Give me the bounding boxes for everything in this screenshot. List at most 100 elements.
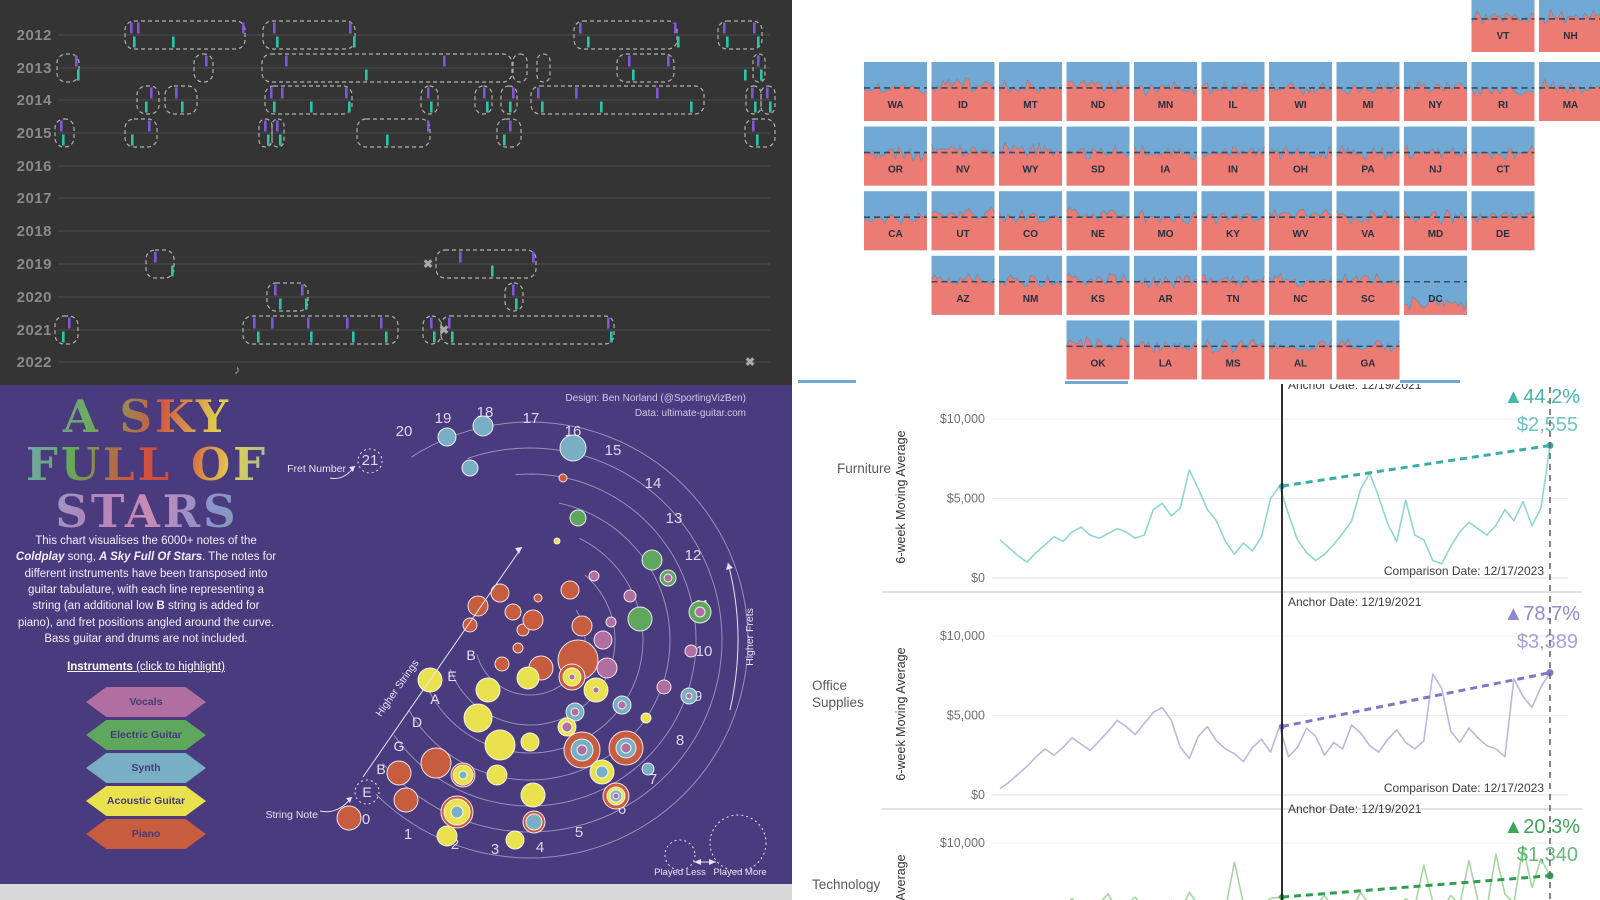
note-bubble xyxy=(595,765,609,779)
state-tile-il: IL xyxy=(1201,62,1265,121)
state-tile-nm: NM xyxy=(998,255,1063,315)
red-area xyxy=(1269,146,1332,186)
purple-tick xyxy=(427,120,430,132)
legend-item-acoustic-guitar[interactable]: Acoustic Guitar xyxy=(86,786,206,816)
state-tile-wa: WA xyxy=(863,62,928,121)
legend-item-vocals[interactable]: Vocals xyxy=(86,687,206,717)
highlight-box xyxy=(616,53,675,83)
legend-item-electric-guitar[interactable]: Electric Guitar xyxy=(86,720,206,750)
fret-number-label: 20 xyxy=(396,423,413,440)
fret-number-label: 11 xyxy=(694,597,710,614)
note-bubble xyxy=(450,762,476,788)
state-label: LA xyxy=(1159,358,1172,369)
legend-item-piano[interactable]: Piano xyxy=(86,819,206,849)
note-bubble xyxy=(452,764,474,786)
highlight-box xyxy=(54,315,79,345)
state-tile-nv: NV xyxy=(931,126,995,186)
red-area xyxy=(864,212,927,251)
teal-tick xyxy=(509,101,512,113)
string-note-letter: G xyxy=(394,738,405,754)
legend-item-label: Piano xyxy=(131,828,161,840)
note-bubble xyxy=(450,805,464,819)
note-bubble xyxy=(565,702,585,722)
legend-item-synth[interactable]: Synth xyxy=(86,753,206,783)
red-area xyxy=(999,210,1062,251)
state-tile-ga: GA xyxy=(1336,320,1400,380)
purple-tick xyxy=(274,284,277,296)
state-label: NJ xyxy=(1429,165,1442,176)
state-tile-co: CO xyxy=(998,191,1063,251)
series-line xyxy=(999,445,1551,565)
note-bubble xyxy=(486,764,508,786)
note-bubble xyxy=(475,677,501,703)
purple-tick xyxy=(130,22,133,34)
purple-tick xyxy=(427,87,430,99)
purple-tick xyxy=(150,87,153,99)
teal-tick xyxy=(171,265,174,277)
teal-tick xyxy=(757,36,760,48)
dollar-change-value: $2,555 xyxy=(1517,414,1578,436)
area-edge xyxy=(1201,81,1265,95)
note-bubble xyxy=(608,730,644,766)
red-area xyxy=(999,142,1062,186)
area-edge xyxy=(998,141,1063,157)
highlight-box xyxy=(500,85,518,115)
highlight-box xyxy=(261,53,513,83)
fret-number-arrow xyxy=(329,465,356,479)
red-area xyxy=(1066,80,1130,121)
red-area xyxy=(1404,296,1467,315)
note-bubble xyxy=(443,798,471,826)
string-note-dotted-circle xyxy=(354,779,380,805)
red-area xyxy=(1201,274,1265,315)
string-note-letter: B xyxy=(466,647,475,663)
note-bubble xyxy=(589,759,615,785)
purple-tick xyxy=(264,120,267,132)
red-area xyxy=(1134,145,1197,186)
y-axis-label: 6-week Moving Average xyxy=(894,430,908,563)
note-bubble xyxy=(694,606,706,618)
note-bubble xyxy=(558,473,568,483)
note-bubble xyxy=(522,609,544,631)
purple-tick xyxy=(273,22,276,34)
area-edge xyxy=(1268,144,1333,161)
red-area xyxy=(1336,273,1400,315)
state-label: MT xyxy=(1023,100,1037,111)
red-area xyxy=(1269,209,1332,251)
state-label: RI xyxy=(1498,100,1508,111)
state-tile-al: AL xyxy=(1268,320,1333,380)
sky-title-line1: A SKY xyxy=(8,393,286,441)
red-area xyxy=(1134,81,1197,121)
fret-number-label: 15 xyxy=(605,442,622,459)
red-area xyxy=(1404,81,1467,121)
fret-21-dotted-circle xyxy=(357,448,383,474)
note-bubble xyxy=(463,703,493,733)
note-bubble xyxy=(472,415,494,437)
year-label: 2019 xyxy=(17,256,52,273)
teal-tick xyxy=(172,36,175,48)
area-edge xyxy=(931,143,995,159)
teal-tick xyxy=(451,331,454,343)
year-label: 2022 xyxy=(17,354,52,371)
highlight-box xyxy=(573,20,678,50)
state-label: NH xyxy=(1563,31,1577,42)
note-bubble xyxy=(596,657,618,679)
area-edge xyxy=(1471,85,1535,97)
area-edge xyxy=(931,77,995,93)
highlight-box xyxy=(264,85,353,115)
state-tile-az: AZ xyxy=(931,255,995,315)
anchor-date-label: Anchor Date: 12/19/2021 xyxy=(1288,595,1422,609)
red-area xyxy=(1269,338,1332,380)
fret-number-label: 12 xyxy=(685,547,702,564)
note-bubble xyxy=(558,663,586,691)
string-note-arrow xyxy=(319,796,353,813)
fret-number-label: 6 xyxy=(618,801,626,818)
string-arc xyxy=(382,447,723,833)
highlight-box xyxy=(435,249,537,279)
note-bubble xyxy=(606,786,626,806)
state-tile-ny: NY xyxy=(1403,62,1468,121)
note-bubble xyxy=(393,787,419,813)
tick-label-0: $0 xyxy=(971,788,985,802)
state-label: SD xyxy=(1091,165,1105,176)
fret-number-label: 0 xyxy=(362,811,370,828)
chart-description: This chart visualises the 6000+ notes of… xyxy=(15,535,277,645)
